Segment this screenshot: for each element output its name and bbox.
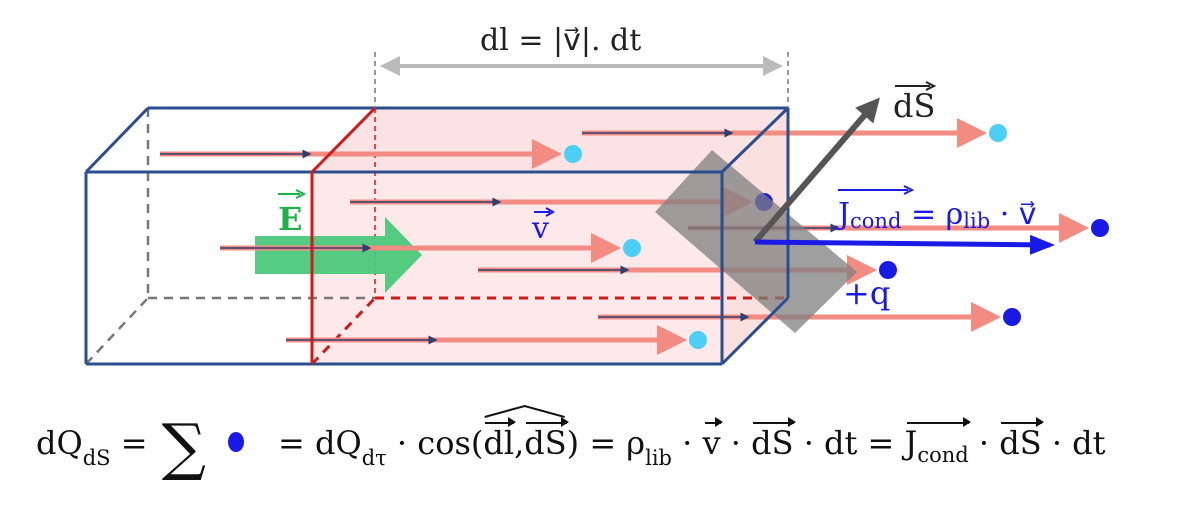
current-density-label: Jcond = ρlib · v⃗ [835, 185, 1037, 233]
trajectories [160, 118, 1109, 355]
f-dQ: dQ [36, 424, 83, 462]
f-dt: · dt = [793, 424, 905, 462]
f-dot: · [720, 424, 752, 462]
charge-particle [1003, 308, 1021, 326]
dl-dimension [374, 52, 789, 108]
svg-text:dS: dS [893, 87, 935, 125]
velocity-label: v [531, 207, 556, 246]
f-eq: = [110, 424, 158, 462]
charge-particle [989, 124, 1007, 142]
electric-field-arrow [255, 217, 422, 293]
f-J: Jcond [904, 417, 971, 467]
charge-label: +q [843, 274, 890, 312]
volume-edges [310, 106, 377, 364]
flux-formula: dQ dS = ∑ = dQ dτ · cos(dl,dS) = ρ lib · v ·… [36, 402, 1106, 478]
charge-particle [1091, 219, 1109, 237]
dS-label: dS [893, 81, 937, 125]
angle-hat: dl,dS [483, 404, 570, 462]
f-sub: lib [645, 446, 672, 470]
f-dS: dS [524, 417, 570, 462]
charge-particle [623, 239, 641, 257]
svg-text:E: E [278, 200, 302, 238]
conductor-box [84, 106, 790, 366]
f-dl: dl [483, 417, 516, 462]
svg-text:Jcond = ρlib · v⃗: Jcond = ρlib · v⃗ [835, 197, 1037, 233]
charge-particle [689, 331, 707, 349]
f-v: v [702, 417, 723, 462]
sum-symbol: ∑ [161, 410, 206, 483]
svg-text:v: v [531, 211, 549, 246]
E-label: E [278, 189, 307, 238]
f-comma: , [514, 424, 525, 462]
f-dS: dS [751, 417, 796, 462]
dl-label: dl = |v⃗|. dt [480, 23, 641, 58]
charge-particle [879, 261, 897, 279]
charge-dot-icon [227, 432, 244, 452]
charge-particle [564, 145, 582, 163]
f-dot: · [968, 424, 1000, 462]
f-dS: dS [999, 417, 1045, 462]
f-sub: dτ [361, 446, 387, 470]
f-sub: dS [82, 446, 111, 470]
current-density-vector [754, 234, 1055, 255]
f-dQ2: = dQ [277, 424, 362, 462]
dS-vector [752, 97, 880, 244]
f-rho: ) = ρ [566, 424, 646, 462]
f-dt: · dt [1041, 424, 1106, 462]
f-cos: · cos( [386, 424, 484, 462]
f-dot: · [672, 424, 703, 462]
